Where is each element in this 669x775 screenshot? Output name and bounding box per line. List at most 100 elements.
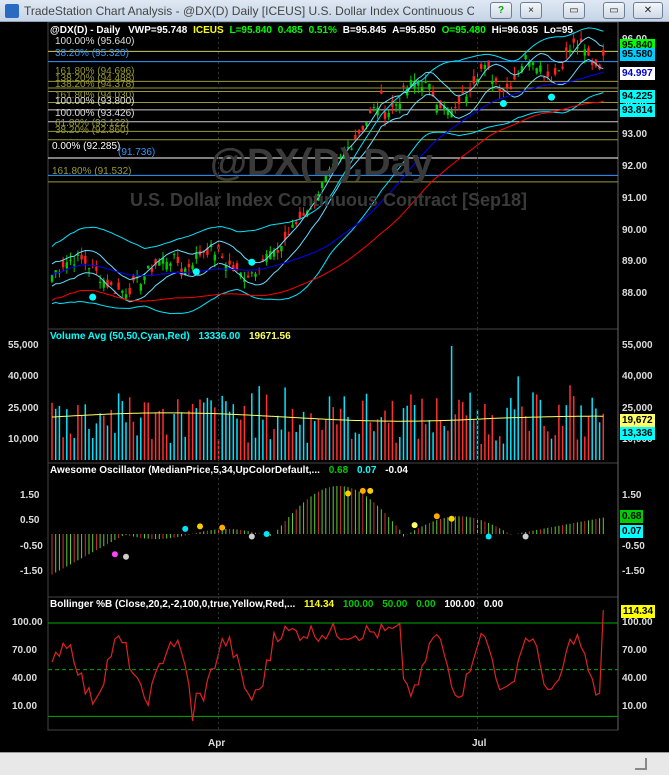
fib-label: 38.20% (95.320) (55, 48, 129, 59)
candle-body (494, 77, 498, 83)
low-value: Lo=95 (543, 25, 573, 36)
candle-body (184, 268, 187, 276)
candle-body (232, 265, 235, 271)
status-bar (0, 752, 669, 775)
watermark-name: U.S. Dollar Index Continuous Contract [S… (130, 190, 528, 210)
ao-signal-dot (123, 553, 129, 560)
candle-body (591, 60, 594, 65)
high-value: Hi=96.035 (491, 25, 539, 36)
candle-body (87, 268, 91, 270)
candle-body (387, 112, 390, 118)
window-close-button[interactable]: ✕ (633, 2, 663, 19)
candle-body (61, 260, 65, 268)
ao-tick-label: 1.50 (622, 490, 642, 501)
candle-body (576, 47, 579, 49)
candle-body (110, 281, 113, 285)
change-value: 0.485 (277, 25, 303, 36)
vwp-value: VWP=95.748 (128, 25, 188, 36)
resize-grip-icon[interactable] (635, 758, 647, 770)
bb-tick-label: 100.00 (12, 617, 43, 628)
signal-dot (89, 293, 97, 301)
candle-body (369, 109, 372, 114)
window-titlebar: TradeStation Chart Analysis - @DX(D) Dai… (0, 0, 669, 22)
candle-body (221, 256, 224, 258)
restore-button[interactable]: ▭ (603, 2, 625, 19)
candle-body (394, 104, 398, 106)
ao-signal-dot (485, 533, 492, 540)
candle-body (372, 107, 376, 109)
candle-body (417, 81, 420, 86)
close-panel-button[interactable]: × (520, 2, 542, 19)
help-button[interactable]: ? (490, 2, 512, 19)
candle-body (443, 105, 446, 110)
ao-signal-dot (448, 515, 455, 522)
candle-body (602, 50, 605, 56)
volume-label: Volume Avg (50,50,Cyan,Red) (50, 331, 190, 342)
panel-frame-3 (47, 596, 619, 731)
candle-body (531, 62, 535, 65)
volume-tick-label: 40,000 (8, 371, 39, 383)
last-value: L=95.840 (229, 25, 272, 36)
candle-body (54, 270, 57, 274)
candle-body (254, 273, 257, 277)
price-marker: 94.997 (620, 67, 655, 80)
candle-body (124, 294, 128, 299)
bb-value-2: 100.00 (342, 599, 374, 610)
fib-label: 100.00% (95.640) (55, 36, 135, 47)
lower-bollinger-band (51, 92, 604, 315)
ask-value: A=95.850 (392, 25, 436, 36)
candle-body (524, 55, 527, 60)
candle-body (457, 96, 461, 104)
candle-body (84, 255, 87, 264)
candle-body (320, 182, 324, 188)
minimize-button[interactable]: ▭ (563, 2, 585, 19)
candle-body (391, 100, 394, 107)
price-tick-label: 88.00 (622, 288, 648, 299)
bb-tick-label: 40.00 (622, 673, 648, 684)
bb-tick-label: 10.00 (622, 701, 648, 712)
candle-body (554, 68, 557, 75)
ao-signal-dot (248, 533, 255, 540)
candle-body (354, 134, 357, 140)
candle-body (546, 71, 549, 77)
candle-body (195, 253, 198, 259)
ao-signal-dot (219, 524, 226, 531)
candle-body (69, 259, 72, 261)
price-tick-label: 94.00 (622, 97, 648, 109)
chart-area[interactable]: @DX(D) - Daily VWP=95.748 ICEUS L=95.840… (0, 22, 669, 775)
candle-body (472, 76, 475, 84)
candle-body (143, 276, 146, 281)
candle-body (80, 254, 83, 260)
candle-body (335, 156, 339, 160)
candle-body (420, 86, 424, 92)
ao-tick-label: -1.50 (622, 566, 645, 577)
candle-body (276, 250, 279, 253)
ao-tick-label: -1.50 (20, 566, 43, 577)
candle-body (147, 265, 150, 269)
fib-label: 100.00% (93.426) (55, 108, 135, 119)
candle-body (583, 49, 586, 56)
candle-body (165, 261, 168, 270)
bb-tick-label: 40.00 (12, 673, 38, 684)
candle-body (587, 47, 590, 56)
price-tick-label: 93.00 (622, 129, 648, 141)
chart-canvas[interactable] (0, 22, 669, 752)
open-value: O=95.480 (441, 25, 486, 36)
ao-tick-label: -0.50 (20, 540, 43, 552)
candle-body (302, 212, 305, 216)
ao-header: Awesome Oscillator (MedianPrice,5,34,UpC… (50, 465, 408, 476)
candle-body (502, 90, 505, 92)
bb-percent-line (51, 609, 604, 722)
ao-signal-dot (522, 533, 529, 540)
candle-body (579, 38, 583, 43)
ao-tick-label: 1.50 (20, 490, 40, 501)
symbol-label: @DX(D) - Daily (50, 25, 121, 36)
candle-body (187, 263, 191, 268)
window-title: TradeStation Chart Analysis - @DX(D) Dai… (24, 4, 474, 18)
candle-body (298, 211, 302, 219)
candle-body (313, 200, 316, 202)
volume-average-line (51, 412, 604, 422)
candle-body (98, 282, 102, 284)
bb-value-4: 0.00 (416, 599, 436, 610)
candle-body (280, 245, 283, 252)
